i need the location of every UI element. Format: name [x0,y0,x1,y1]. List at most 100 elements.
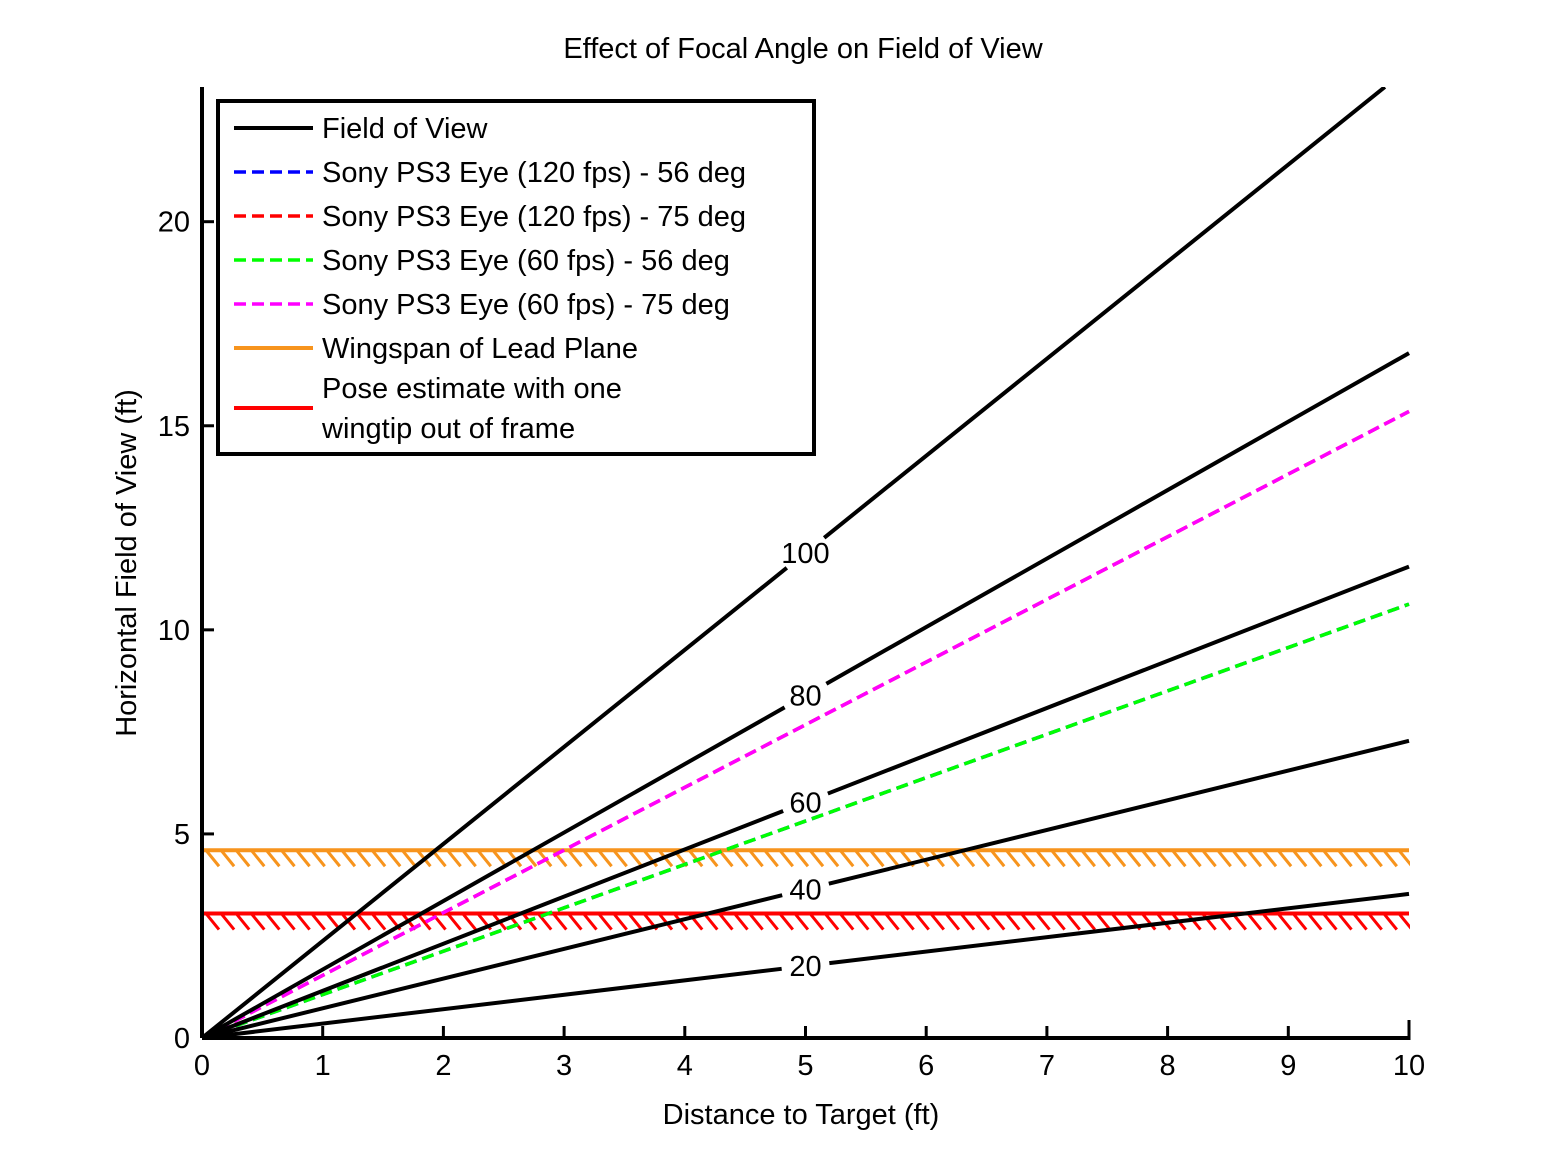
camera-series-2 [201,602,1410,1040]
hatch-mark [1322,849,1338,868]
hatch-mark [1065,849,1081,868]
hatch-mark [823,849,840,868]
hatch-mark [703,849,719,868]
hatch-mark [854,849,870,868]
legend-label: Sony PS3 Eye (60 fps) - 56 deg [322,245,730,277]
hatch-mark [355,912,372,931]
hatch-mark [461,849,477,868]
hatch-mark [537,912,553,931]
hatch-mark [1367,912,1383,931]
legend-label: Sony PS3 Eye (120 fps) - 56 deg [322,157,746,189]
hatch-mark [386,849,402,868]
hatch-mark [974,912,991,931]
hatch-mark [990,912,1006,931]
camera-series-3 [201,409,1410,1040]
hatch-mark [763,912,779,931]
hatch-mark [763,849,779,868]
hatch-mark [567,912,583,931]
chart-title: Effect of Focal Angle on Field of View [563,33,1043,65]
hatch-mark [854,912,870,931]
hatch-mark [204,849,221,868]
hatch-mark [235,849,251,868]
fov-line-segment [825,351,1410,686]
hatch-mark [1020,849,1036,868]
threshold-series-0 [202,848,1410,868]
hatch-mark [869,912,885,931]
hatch-mark [1201,912,1217,931]
hatch-mark [642,849,659,868]
y-tick-label: 0 [174,1023,190,1055]
fov-label-60: 60 [789,787,821,819]
hatch-mark [959,849,976,868]
hatch-mark [1141,849,1157,868]
hatch-mark [552,912,568,931]
hatch-mark [370,849,387,868]
hatch-mark [295,849,311,868]
hatch-mark [461,912,477,931]
hatch-mark [1171,849,1187,868]
hatch-mark [869,849,885,868]
hatch-mark [1050,912,1066,931]
fov-series-40 [201,738,1410,1040]
x-tick-label: 5 [797,1050,813,1082]
hatch-mark [1156,849,1172,868]
hatch-mark [1307,912,1323,931]
x-tick-label: 1 [315,1050,331,1082]
hatch-mark [597,912,613,931]
hatch-mark [1216,849,1232,868]
x-tick-label: 4 [677,1050,693,1082]
legend-entry-1: Sony PS3 Eye (120 fps) - 56 deg [234,157,746,189]
hatch-mark [612,912,628,931]
hatch-mark [280,912,296,931]
hatch-mark [990,849,1006,868]
hatch-mark [1141,912,1157,931]
hatch-mark [1276,849,1293,868]
hatch-mark [748,912,764,931]
legend: Field of View Sony PS3 Eye (120 fps) - 56… [216,99,816,456]
hatch-mark [1382,912,1398,931]
hatch-mark [1186,849,1202,868]
hatch-mark [959,912,976,931]
hatch-mark [778,912,794,931]
hatch-mark [703,912,719,931]
hatch-mark [310,849,326,868]
hatch-mark [733,912,749,931]
hatch-mark [1367,849,1383,868]
hatch-mark [491,849,508,868]
hatch-mark [567,849,583,868]
legend-label: Pose estimate with one [322,373,622,405]
x-tick-label: 9 [1280,1050,1296,1082]
legend-entry-4: Sony PS3 Eye (60 fps) - 75 deg [234,289,730,321]
hatch-mark [446,912,462,931]
hatch-mark [1246,912,1263,931]
hatch-mark [748,849,764,868]
hatch-mark [823,912,840,931]
fov-line-segment [829,891,1410,966]
hatch-mark [582,849,598,868]
fov-label-20: 20 [789,951,821,983]
fov-line-segment [201,966,782,1040]
hatch-mark [1095,912,1112,931]
hatch-mark [280,849,296,868]
hatch-mark [1201,849,1217,868]
hatch-mark [1352,912,1368,931]
hatch-mark [1292,912,1308,931]
hatch-mark [718,912,734,931]
hatch-mark [355,849,372,868]
hatch-mark [250,912,266,931]
hatch-mark [1261,912,1278,931]
legend-label: Sony PS3 Eye (60 fps) - 75 deg [322,289,730,321]
hatch-mark [1035,849,1051,868]
hatch-mark [265,912,281,931]
hatch-mark [1322,912,1338,931]
hatch-mark [612,849,628,868]
hatch-mark [1337,912,1353,931]
hatch-mark [1276,912,1293,931]
hatch-mark [1292,849,1308,868]
hatch-mark [929,912,945,931]
y-tick-label: 20 [158,207,190,239]
hatch-mark [688,849,704,868]
hatch-mark [974,849,991,868]
hatch-mark [204,912,221,931]
x-tick-label: 3 [556,1050,572,1082]
